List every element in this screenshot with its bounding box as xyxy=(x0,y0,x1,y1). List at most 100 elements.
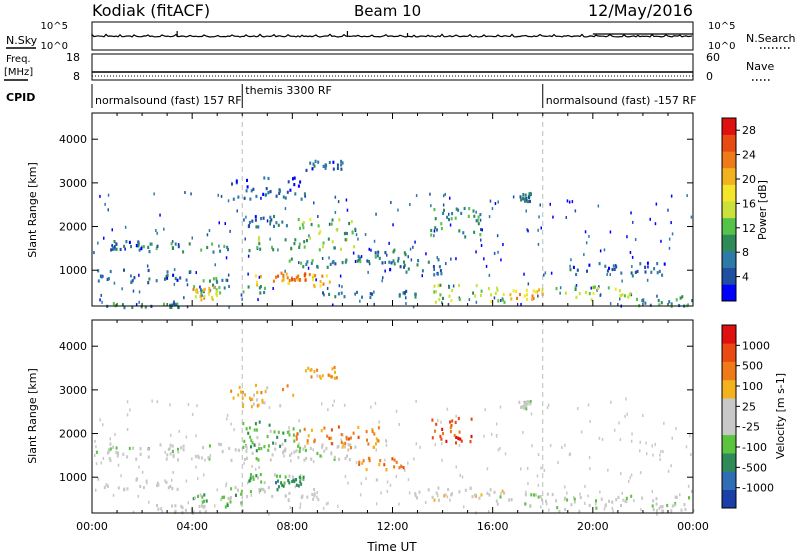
data-cell xyxy=(348,458,351,462)
data-cell xyxy=(200,248,203,252)
data-cell xyxy=(484,408,486,412)
data-cell xyxy=(528,196,530,200)
data-cell xyxy=(339,274,342,278)
data-cell xyxy=(583,253,585,257)
data-cell xyxy=(241,297,243,301)
data-cell xyxy=(654,222,657,226)
data-cell xyxy=(249,197,252,201)
data-cell xyxy=(625,397,627,401)
data-cell xyxy=(479,213,482,217)
data-cell xyxy=(115,450,118,455)
data-cell xyxy=(499,405,502,409)
data-cell xyxy=(508,498,511,502)
data-cell xyxy=(391,457,394,461)
data-cell xyxy=(203,287,206,291)
data-cell xyxy=(490,293,492,297)
data-cell xyxy=(211,296,213,300)
data-cell xyxy=(196,290,199,294)
data-cell xyxy=(260,275,262,279)
data-cell xyxy=(499,495,502,499)
colorbar-segment xyxy=(722,471,736,490)
colorbar-tick-label: 4 xyxy=(742,271,749,284)
data-cell xyxy=(272,441,275,445)
data-cell xyxy=(117,463,120,467)
data-cell xyxy=(667,469,670,473)
data-cell xyxy=(237,448,240,452)
data-cell xyxy=(407,267,410,271)
data-cell xyxy=(326,265,329,269)
data-cell xyxy=(254,218,257,222)
data-cell xyxy=(442,211,445,215)
data-cell xyxy=(585,241,588,245)
data-cell xyxy=(502,292,505,296)
data-cell xyxy=(346,232,348,236)
data-cell xyxy=(345,435,348,439)
data-cell xyxy=(94,439,96,443)
data-cell xyxy=(333,376,336,380)
data-cell xyxy=(378,420,380,424)
data-cell xyxy=(584,484,586,488)
data-cell xyxy=(523,401,526,406)
data-cell xyxy=(340,291,343,295)
data-cell xyxy=(436,228,438,232)
data-cell xyxy=(203,499,205,503)
data-cell xyxy=(502,243,504,246)
data-cell xyxy=(312,460,315,464)
data-cell xyxy=(275,221,278,225)
data-cell xyxy=(169,303,172,307)
data-cell xyxy=(573,500,576,504)
data-cell xyxy=(192,510,195,514)
data-cell xyxy=(321,257,324,260)
data-cell xyxy=(630,473,633,477)
y-tick-label: 3000 xyxy=(59,177,87,190)
data-cell xyxy=(159,443,162,447)
data-cell xyxy=(392,223,394,227)
data-cell xyxy=(231,182,233,186)
data-cell xyxy=(415,399,417,403)
data-cell xyxy=(625,499,628,503)
data-cell xyxy=(656,294,658,298)
data-cell xyxy=(254,215,257,219)
data-cell xyxy=(328,292,331,296)
data-cell xyxy=(534,493,537,497)
data-cell xyxy=(193,496,196,500)
data-cell xyxy=(449,430,452,434)
data-cell xyxy=(684,507,687,511)
data-cell xyxy=(586,269,588,273)
data-cell xyxy=(493,490,496,494)
data-cell xyxy=(192,497,195,501)
data-cell xyxy=(286,190,289,194)
data-cell xyxy=(296,274,299,279)
data-cell xyxy=(474,493,476,497)
data-cell xyxy=(284,269,286,273)
data-cell xyxy=(233,428,235,432)
data-cell xyxy=(295,449,298,453)
data-cell xyxy=(397,208,399,212)
data-cell xyxy=(540,226,542,230)
data-cell xyxy=(259,291,262,295)
data-cell xyxy=(652,499,655,503)
data-cell xyxy=(330,442,333,446)
data-cell xyxy=(357,237,359,241)
data-cell xyxy=(260,391,263,395)
data-cell xyxy=(601,437,604,441)
data-cell xyxy=(202,279,205,283)
data-cell xyxy=(642,414,644,417)
data-cell xyxy=(274,447,277,451)
colorbar-segment xyxy=(722,118,736,135)
data-cell xyxy=(105,483,108,487)
data-cell xyxy=(437,284,440,288)
data-cell xyxy=(319,454,322,458)
data-cell xyxy=(415,194,418,198)
data-cell xyxy=(246,481,249,485)
data-cell xyxy=(201,495,204,499)
noise-trace xyxy=(91,31,693,49)
data-cell xyxy=(93,251,95,255)
data-cell xyxy=(588,503,591,508)
data-cell xyxy=(472,291,475,295)
data-cell xyxy=(404,468,406,472)
data-cell xyxy=(216,289,218,294)
data-cell xyxy=(575,272,578,277)
data-cell xyxy=(291,278,294,282)
